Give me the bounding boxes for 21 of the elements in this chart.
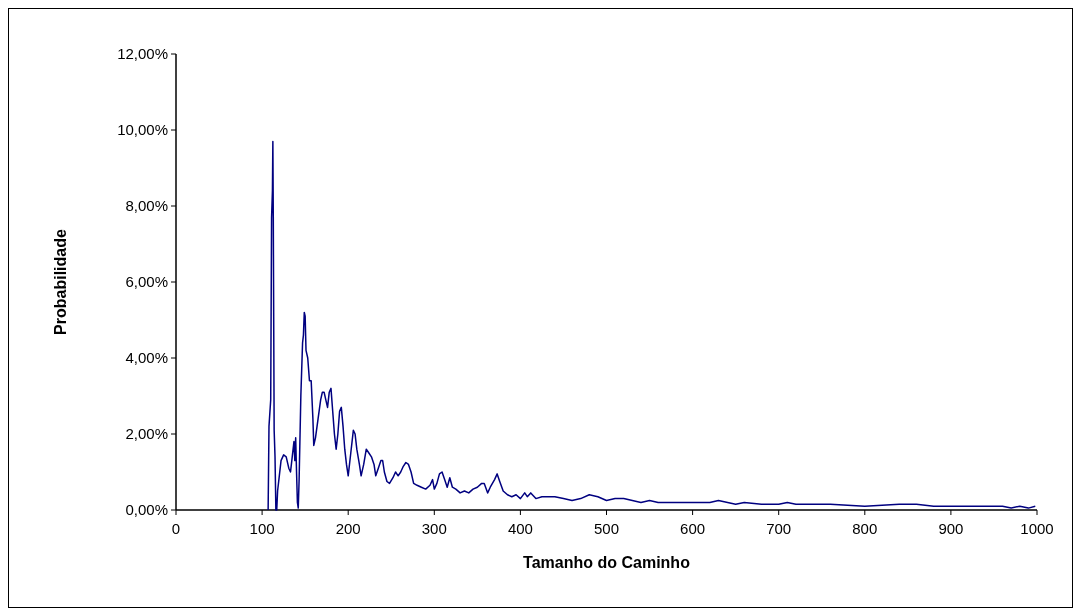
y-tick-label: 8,00% bbox=[125, 197, 168, 215]
x-tick-label: 100 bbox=[249, 520, 275, 537]
x-tick-label: 500 bbox=[593, 520, 620, 537]
x-tick-label: 600 bbox=[680, 520, 706, 537]
x-tick-label: 900 bbox=[938, 520, 964, 537]
y-tick-label: 10,00% bbox=[117, 121, 168, 139]
y-axis-title: Probabilidade bbox=[52, 229, 69, 335]
x-axis-title: Tamanho do Caminho bbox=[523, 554, 691, 571]
line-series bbox=[267, 140, 1037, 511]
y-tick-label: 2,00% bbox=[125, 425, 168, 443]
x-tick-label: 0 bbox=[171, 520, 181, 537]
x-tick-label: 200 bbox=[335, 520, 361, 537]
y-tick-label: 12,00% bbox=[117, 45, 168, 63]
x-tick-label: 1000 bbox=[1020, 520, 1054, 537]
y-tick-label: 4,00% bbox=[125, 349, 168, 367]
x-tick-label: 400 bbox=[507, 520, 533, 537]
y-tick-label: 0,00% bbox=[125, 501, 168, 519]
x-tick-label: 300 bbox=[421, 520, 447, 537]
y-tick-label: 6,00% bbox=[125, 273, 168, 291]
x-tick-label: 800 bbox=[852, 520, 878, 537]
x-tick-label: 700 bbox=[766, 520, 792, 537]
